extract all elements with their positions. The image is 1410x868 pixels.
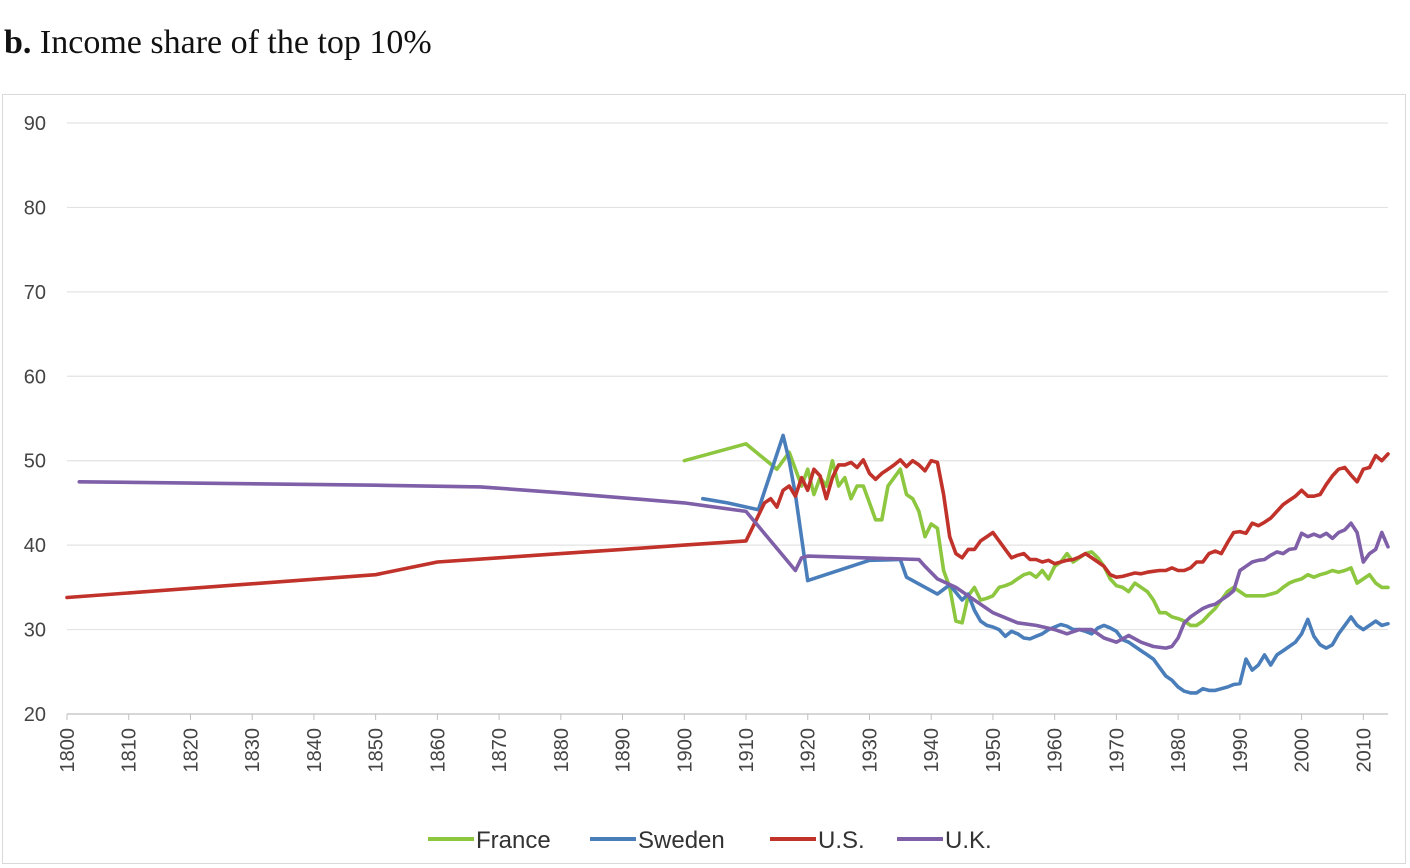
legend-label: Sweden (638, 827, 725, 854)
x-tick-label: 2000 (1292, 728, 1314, 773)
y-tick-label: 20 (24, 704, 46, 726)
panel-letter: b. (4, 24, 32, 61)
x-tick-label: 1980 (1168, 728, 1190, 773)
x-tick-label: 1890 (613, 728, 635, 773)
series-line-uk (77, 479, 1390, 650)
legend-item: U.S. (770, 827, 865, 854)
series-line-us (65, 452, 1390, 600)
x-tick-label: 1860 (427, 728, 449, 773)
legend-label: U.S. (818, 827, 865, 854)
chart-title: b. Income share of the top 10% (4, 24, 432, 62)
chart-title-text: Income share of the top 10% (39, 24, 432, 61)
x-tick-label: 1950 (983, 728, 1005, 773)
x-tick-label: 1870 (489, 728, 511, 773)
x-tick-label: 2010 (1353, 728, 1375, 773)
legend-item: Sweden (590, 827, 725, 854)
chart-panel (2, 94, 1406, 864)
y-tick-label: 40 (24, 535, 46, 557)
series-lines (65, 433, 1390, 695)
legend-label: France (476, 827, 551, 854)
grid-lines (66, 122, 1388, 720)
y-tick-label: 30 (24, 620, 46, 642)
x-tick-label: 1920 (798, 728, 820, 773)
x-tick-label: 1910 (736, 728, 758, 773)
x-tick-label: 1800 (57, 728, 79, 773)
x-tick-label: 1970 (1106, 728, 1128, 773)
y-tick-label: 50 (24, 451, 46, 473)
x-tick-label: 1820 (180, 728, 202, 773)
legend-label: U.K. (945, 827, 992, 854)
x-axis-ticks: 1800 1810 1820 1830 1840 1850 1860 1870 1880 1890… (57, 728, 1375, 773)
x-tick-label: 1960 (1045, 728, 1067, 773)
x-tick-label: 1880 (551, 728, 573, 773)
y-axis-ticks: 20 30 40 50 60 70 80 90 (24, 113, 46, 726)
x-tick-label: 1930 (859, 728, 881, 773)
legend: France Sweden U.S. U.K. (428, 827, 992, 854)
x-tick-label: 1850 (366, 728, 388, 773)
legend-item: U.K. (897, 827, 992, 854)
y-tick-label: 90 (24, 113, 46, 135)
x-tick-label: 1900 (674, 728, 696, 773)
x-tick-label: 1830 (242, 728, 264, 773)
y-tick-label: 80 (24, 197, 46, 219)
x-tick-label: 1840 (304, 728, 326, 773)
x-tick-label: 1990 (1230, 728, 1252, 773)
x-tick-label: 1810 (119, 728, 141, 773)
series-line-sweden (700, 433, 1390, 695)
y-tick-label: 60 (24, 366, 46, 388)
y-tick-label: 70 (24, 282, 46, 304)
legend-item: France (428, 827, 551, 854)
x-tick-label: 1940 (921, 728, 943, 773)
